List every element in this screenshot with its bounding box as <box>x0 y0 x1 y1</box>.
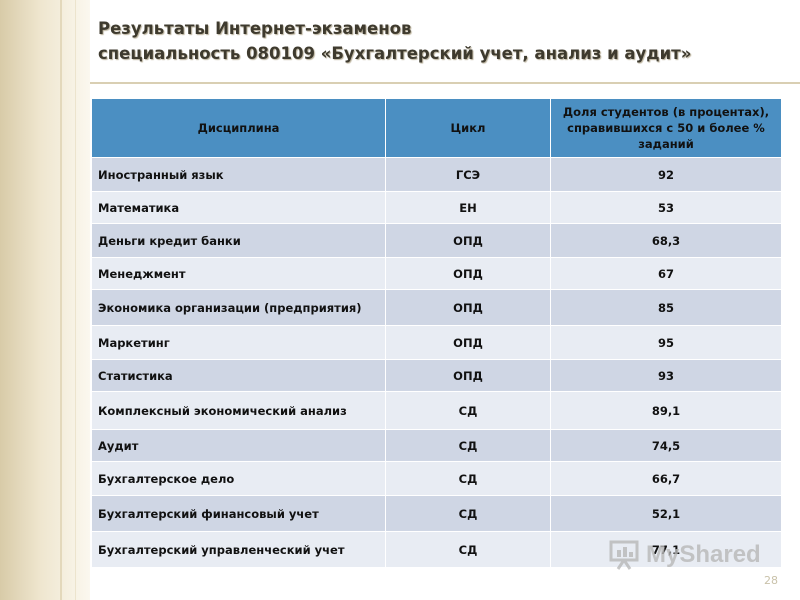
cell-cycle: ОПД <box>385 359 551 392</box>
watermark: MyShared <box>608 538 768 572</box>
header-cycle: Цикл <box>385 98 551 158</box>
cell-cycle: СД <box>385 461 551 496</box>
cell-share: 53 <box>550 191 782 224</box>
cell-share: 95 <box>550 325 782 360</box>
table-body: Иностранный язык ГСЭ 92 Математика ЕН 53 Деньг… <box>91 157 782 568</box>
decorative-band-line <box>75 0 76 600</box>
title-divider <box>90 82 800 84</box>
cell-discipline: Маркетинг <box>91 325 386 360</box>
cell-discipline: Бухгалтерский финансовый учет <box>91 495 386 532</box>
table-header-row: Дисциплина Цикл Доля студентов (в процен… <box>91 98 782 158</box>
cell-share: 68,3 <box>550 223 782 258</box>
header-discipline: Дисциплина <box>91 98 386 158</box>
cell-cycle: ОПД <box>385 289 551 326</box>
table-row: Бухгалтерский управленческий учет СД 77,1 <box>91 531 782 568</box>
cell-cycle: ЕН <box>385 191 551 224</box>
table-row: Бухгалтерский финансовый учет СД 52,1 <box>91 495 782 532</box>
slide-title-line2: специальность 080109 «Бухгалтерский учет… <box>98 44 692 63</box>
table-row: Экономика организации (предприятия) ОПД 85 <box>91 289 782 326</box>
cell-cycle: СД <box>385 391 551 430</box>
decorative-left-band <box>0 0 90 600</box>
cell-discipline: Бухгалтерский управленческий учет <box>91 531 386 568</box>
cell-discipline: Аудит <box>91 429 386 462</box>
cell-discipline: Комплексный экономический анализ <box>91 391 386 430</box>
cell-cycle: ОПД <box>385 257 551 290</box>
cell-discipline: Математика <box>91 191 386 224</box>
cell-cycle: СД <box>385 531 551 568</box>
slide-title: Результаты Интернет-экзаменов специально… <box>98 16 788 66</box>
slide-title-line1: Результаты Интернет-экзаменов <box>98 19 412 38</box>
cell-cycle: ОПД <box>385 325 551 360</box>
table-row: Иностранный язык ГСЭ 92 <box>91 157 782 192</box>
table-row: Комплексный экономический анализ СД 89,1 <box>91 391 782 430</box>
cell-share: 74,5 <box>550 429 782 462</box>
table-row: Деньги кредит банки ОПД 68,3 <box>91 223 782 258</box>
cell-share: 67 <box>550 257 782 290</box>
cell-share: 92 <box>550 157 782 192</box>
cell-share: 66,7 <box>550 461 782 496</box>
cell-discipline: Иностранный язык <box>91 157 386 192</box>
cell-cycle: ОПД <box>385 223 551 258</box>
table-row: Бухгалтерское дело СД 66,7 <box>91 461 782 496</box>
cell-cycle: СД <box>385 495 551 532</box>
table-row: Математика ЕН 53 <box>91 191 782 224</box>
results-table: Дисциплина Цикл Доля студентов (в процен… <box>91 98 782 568</box>
decorative-band-line <box>60 0 62 600</box>
cell-share: 85 <box>550 289 782 326</box>
cell-discipline: Экономика организации (предприятия) <box>91 289 386 326</box>
table-row: Маркетинг ОПД 95 <box>91 325 782 360</box>
cell-share: 93 <box>550 359 782 392</box>
cell-cycle: ГСЭ <box>385 157 551 192</box>
cell-share: 52,1 <box>550 495 782 532</box>
watermark-text: MyShared <box>646 541 761 568</box>
presentation-board-icon <box>609 540 639 570</box>
cell-discipline: Менеджмент <box>91 257 386 290</box>
table-row: Аудит СД 74,5 <box>91 429 782 462</box>
header-share: Доля студентов (в процентах), справивших… <box>550 98 782 158</box>
cell-discipline: Деньги кредит банки <box>91 223 386 258</box>
table-row: Менеджмент ОПД 67 <box>91 257 782 290</box>
cell-share: 77,1 <box>550 531 782 568</box>
cell-share: 89,1 <box>550 391 782 430</box>
table-row: Статистика ОПД 93 <box>91 359 782 392</box>
cell-discipline: Бухгалтерское дело <box>91 461 386 496</box>
cell-cycle: СД <box>385 429 551 462</box>
cell-discipline: Статистика <box>91 359 386 392</box>
page-number: 28 <box>764 574 778 587</box>
